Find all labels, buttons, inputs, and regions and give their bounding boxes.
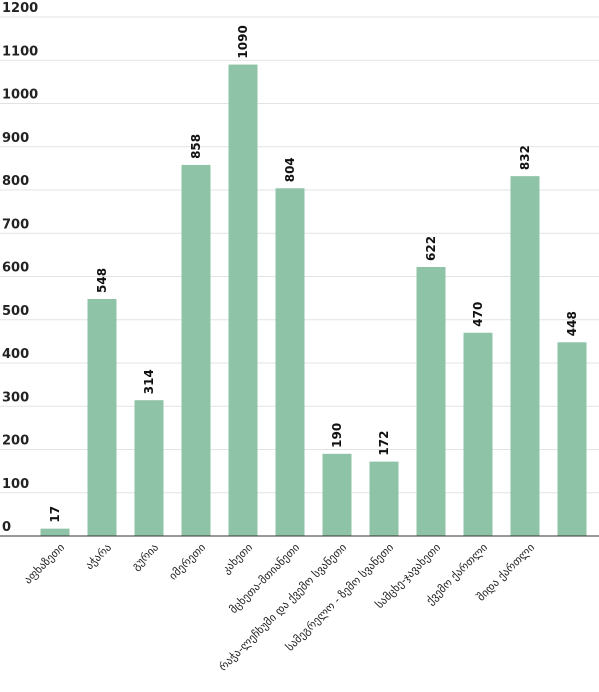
bar-value-label: 832 xyxy=(518,145,532,170)
bars xyxy=(40,64,587,537)
y-tick-label: 600 xyxy=(2,261,29,276)
y-tick-label: 900 xyxy=(2,131,29,146)
y-tick-label: 300 xyxy=(2,390,29,405)
bar xyxy=(416,266,446,536)
bar xyxy=(557,342,587,536)
bar-value-label: 804 xyxy=(283,157,297,182)
y-tick-label: 800 xyxy=(2,174,29,189)
y-tick-label: 1000 xyxy=(2,88,38,103)
bar xyxy=(181,164,211,537)
y-tick-label: 400 xyxy=(2,347,29,362)
category-labels: აფხაზეთი აჭარა გურია იმერეთი კახეთიმცხეთა-მთ… xyxy=(21,541,537,674)
value-labels: 17 548 314 858 1090 804 190 172 622 470 832 448 xyxy=(48,25,579,522)
bar xyxy=(134,400,164,536)
y-tick-label: 1200 xyxy=(2,1,38,16)
y-axis-ticks: 0 100 200 300 400 500 600 700 800 900 1000 1100 1200 xyxy=(2,1,38,535)
bar xyxy=(463,332,493,536)
y-tick-label: 700 xyxy=(2,217,29,232)
category-label: კახეთი xyxy=(220,541,256,577)
bar-value-label: 470 xyxy=(471,302,485,327)
bar xyxy=(40,528,70,536)
y-tick-label: 100 xyxy=(2,477,29,492)
bar xyxy=(369,461,399,536)
bar-value-label: 17 xyxy=(48,506,62,523)
y-tick-label: 200 xyxy=(2,434,29,449)
bar xyxy=(322,453,352,536)
bar xyxy=(228,64,258,536)
bar-value-label: 314 xyxy=(142,369,156,394)
bar-value-label: 172 xyxy=(377,431,391,456)
bar-value-label: 548 xyxy=(95,268,109,293)
y-tick-label: 1100 xyxy=(2,44,38,59)
category-label: აჭარა xyxy=(83,541,115,573)
bar-value-label: 1090 xyxy=(236,25,250,58)
bar-value-label: 858 xyxy=(189,134,203,159)
bar-value-label: 190 xyxy=(330,423,344,448)
category-label: გურია xyxy=(129,541,161,573)
category-label: აფხაზეთი xyxy=(21,541,67,587)
category-label: იმერეთი xyxy=(166,541,208,583)
bar xyxy=(510,176,540,536)
y-tick-label: 500 xyxy=(2,304,29,319)
bar xyxy=(275,188,305,536)
bar xyxy=(87,298,117,536)
y-tick-label: 0 xyxy=(2,520,11,535)
bar-value-label: 448 xyxy=(565,311,579,336)
bar-value-label: 622 xyxy=(424,236,438,261)
